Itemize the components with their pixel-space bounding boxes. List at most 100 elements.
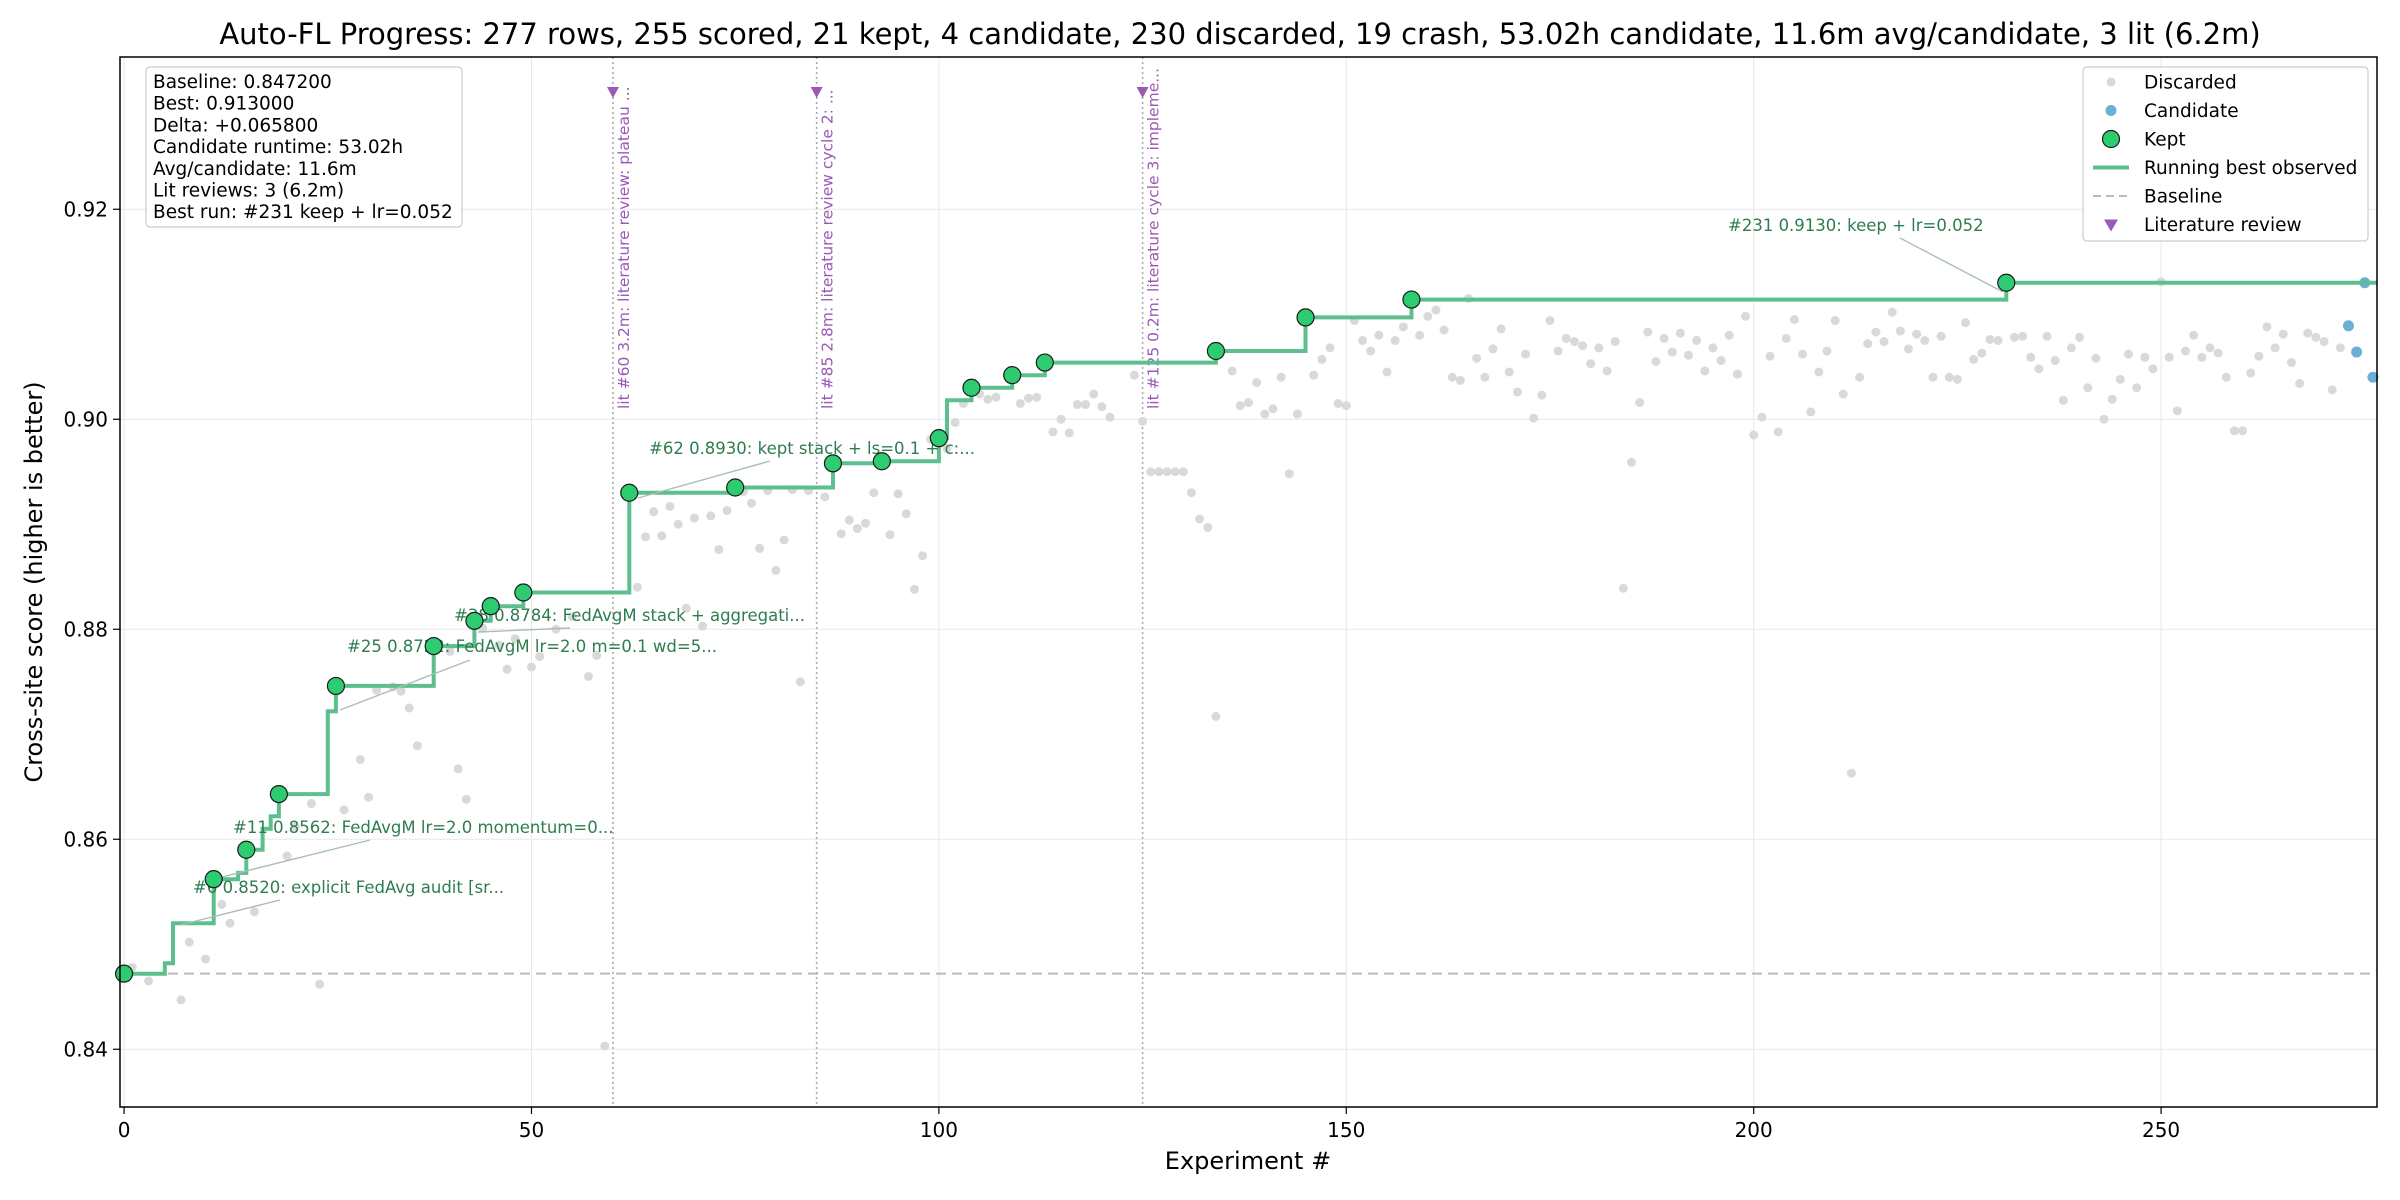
discarded-point xyxy=(1447,372,1457,382)
discarded-point xyxy=(535,652,545,662)
discarded-point xyxy=(2058,395,2068,405)
discarded-point xyxy=(649,507,659,517)
discarded-point xyxy=(1659,333,1669,343)
discarded-point xyxy=(1154,467,1164,477)
kept-point xyxy=(620,483,639,502)
discarded-point xyxy=(1374,330,1384,340)
discarded-point xyxy=(1382,367,1392,377)
discarded-point xyxy=(942,444,952,454)
discarded-point xyxy=(592,651,602,660)
kept-point xyxy=(726,478,745,497)
discarded-point xyxy=(144,976,154,986)
kept-point xyxy=(326,676,346,696)
discarded-point xyxy=(1504,367,1514,377)
discarded-point xyxy=(201,954,211,964)
legend-swatch-candidate xyxy=(2105,105,2117,116)
discarded-point xyxy=(2254,351,2264,361)
discarded-point xyxy=(2270,343,2280,353)
discarded-point xyxy=(2205,343,2215,353)
discarded-point xyxy=(1211,711,1221,721)
discarded-point xyxy=(2172,406,2182,416)
discarded-point xyxy=(2164,352,2174,362)
discarded-point xyxy=(1806,407,1816,417)
discarded-point xyxy=(306,799,316,809)
discarded-point xyxy=(1081,400,1091,410)
discarded-point xyxy=(1064,428,1074,438)
discarded-point xyxy=(1015,399,1025,408)
stats-line: Avg/candidate: 11.6m xyxy=(153,159,357,180)
discarded-point xyxy=(673,519,683,529)
kept-point xyxy=(114,964,134,983)
discarded-point xyxy=(1789,315,1799,324)
discarded-point xyxy=(1398,322,1408,332)
discarded-point xyxy=(2262,322,2272,332)
discarded-point xyxy=(364,792,374,802)
discarded-point xyxy=(1732,369,1742,379)
discarded-point xyxy=(1178,467,1188,477)
discarded-point xyxy=(2295,379,2305,389)
discarded-point xyxy=(1129,370,1139,380)
discarded-point xyxy=(1561,333,1571,343)
y-tick-label: 0.86 xyxy=(63,827,108,851)
discarded-point xyxy=(1757,412,1767,422)
discarded-point xyxy=(665,501,675,511)
discarded-point xyxy=(1089,389,1099,399)
discarded-point xyxy=(1838,389,1848,399)
discarded-point xyxy=(771,565,781,575)
kept-point xyxy=(204,870,223,889)
kept-point xyxy=(1296,308,1315,327)
discarded-point xyxy=(225,918,235,928)
y-tick-label: 0.90 xyxy=(63,407,108,431)
discarded-point xyxy=(1871,327,1881,337)
y-axis-label: Cross-site score (higher is better) xyxy=(20,381,48,782)
discarded-point xyxy=(1879,337,1889,347)
annotation-label: #25 0.8722: FedAvgM lr=2.0 m=0.1 wd=5... xyxy=(347,637,717,656)
discarded-point xyxy=(2107,394,2117,404)
discarded-point xyxy=(1667,347,1677,357)
discarded-point xyxy=(2246,368,2256,378)
discarded-point xyxy=(461,794,471,804)
discarded-point xyxy=(1683,350,1693,360)
discarded-point xyxy=(1985,334,1995,344)
discarded-point xyxy=(1268,404,1278,414)
discarded-point xyxy=(909,584,919,594)
kept-point xyxy=(424,636,443,656)
discarded-point xyxy=(315,979,325,989)
discarded-point xyxy=(217,899,227,909)
grid xyxy=(120,57,2377,1107)
literature-review-marker xyxy=(606,87,619,98)
discarded-point xyxy=(1635,397,1645,407)
literature-review-marker xyxy=(1136,87,1149,98)
discarded-point xyxy=(1643,327,1653,337)
discarded-point xyxy=(2327,385,2337,395)
annotation-leader xyxy=(339,659,471,711)
discarded-point xyxy=(2278,329,2288,339)
discarded-point xyxy=(1993,336,2003,345)
discarded-point xyxy=(1741,311,1751,321)
discarded-point xyxy=(184,937,194,947)
kept-point xyxy=(237,840,256,859)
discarded-point xyxy=(2221,372,2231,382)
x-tick-label: 0 xyxy=(118,1118,131,1142)
legend-label-literature: Literature review xyxy=(2144,215,2302,236)
discarded-point xyxy=(1292,409,1302,419)
discarded-point xyxy=(991,392,1001,402)
discarded-point xyxy=(1455,375,1465,385)
discarded-point xyxy=(1969,354,1979,364)
candidate-point xyxy=(2351,346,2363,358)
discarded-point xyxy=(2286,358,2296,368)
discarded-point xyxy=(2009,332,2019,342)
discarded-point xyxy=(1260,409,1270,419)
discarded-point xyxy=(1227,366,1237,376)
discarded-point xyxy=(795,677,805,687)
legend-swatch-discarded xyxy=(2106,77,2116,87)
discarded-point xyxy=(1610,337,1620,347)
discarded-point xyxy=(1366,346,1376,356)
discarded-point xyxy=(412,741,422,751)
discarded-point xyxy=(2335,343,2345,353)
discarded-point xyxy=(1716,355,1726,365)
discarded-point xyxy=(1415,330,1425,340)
discarded-point xyxy=(1431,305,1441,315)
discarded-point xyxy=(1162,467,1172,477)
